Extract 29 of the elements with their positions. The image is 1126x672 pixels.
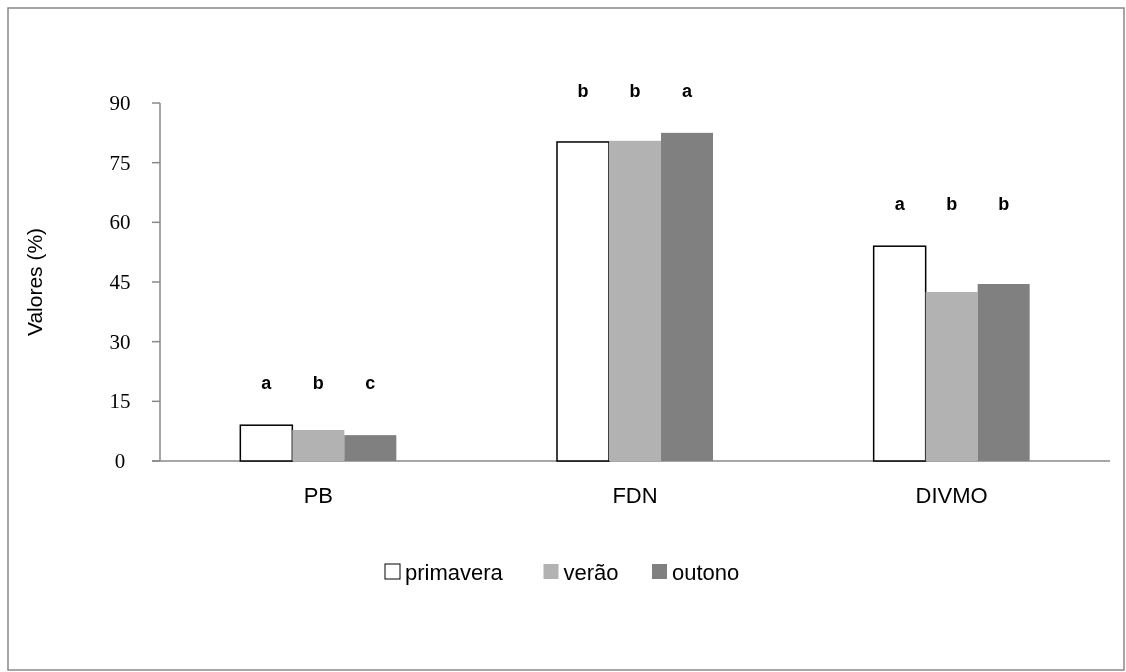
annotation: a bbox=[894, 194, 906, 215]
bar bbox=[239, 424, 294, 462]
bar bbox=[292, 429, 345, 461]
y-axis-title: Valores (%) bbox=[23, 227, 46, 337]
y-tick-label: 15 bbox=[109, 389, 131, 414]
bar bbox=[872, 245, 927, 462]
bar bbox=[556, 141, 610, 462]
legend-label: verão bbox=[563, 560, 619, 585]
bar bbox=[609, 140, 661, 461]
bar bbox=[925, 291, 978, 461]
y-tick-label: 60 bbox=[109, 210, 131, 235]
y-tick-label: 90 bbox=[109, 91, 131, 115]
annotation: b bbox=[998, 194, 1010, 215]
text: a bbox=[681, 80, 693, 101]
annotation: b bbox=[946, 194, 958, 215]
y-tick-label: 45 bbox=[109, 270, 131, 294]
annotation: b bbox=[312, 373, 324, 394]
annotation: c bbox=[365, 373, 376, 394]
x-tick-label: PB bbox=[303, 483, 334, 508]
legend-label: primavera bbox=[405, 560, 504, 585]
legend-label: outono bbox=[672, 560, 740, 585]
x-tick-label: FDN bbox=[612, 483, 658, 508]
annotation: a bbox=[261, 373, 273, 394]
y-tick-label: 30 bbox=[109, 329, 131, 354]
x-tick-label: DIVMO bbox=[915, 483, 988, 508]
y-tick-label: 75 bbox=[109, 150, 131, 175]
y-tick-label: 0 bbox=[114, 449, 126, 473]
text: b bbox=[629, 80, 641, 101]
text: b bbox=[577, 80, 589, 101]
